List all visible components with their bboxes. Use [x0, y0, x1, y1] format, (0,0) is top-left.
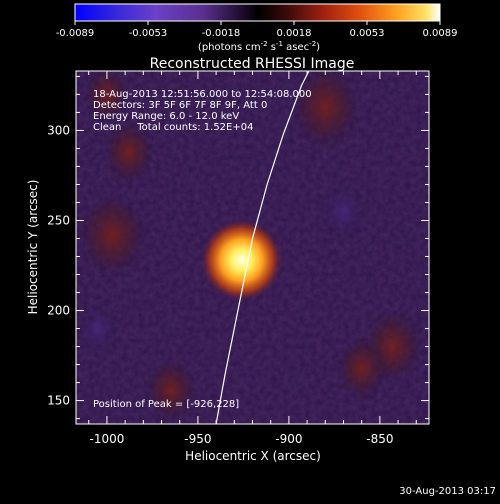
- chart-title: Reconstructed RHESSI Image: [150, 56, 355, 72]
- warm-region: [336, 336, 388, 401]
- x-tick-label: -950: [184, 432, 211, 446]
- image-sources: [76, 71, 423, 422]
- colorbar-ticks: -0.0089 -0.0053 -0.0018 0.0018 0.0053 0.0089: [56, 21, 458, 39]
- colorbar: [74, 3, 441, 22]
- cool-region: [76, 300, 121, 358]
- colorbar-tick-label: 0.0018: [277, 28, 312, 39]
- colorbar-units: (photons cm-2 s-1 asec-2): [198, 40, 320, 53]
- colorbar-tick-label: -0.0053: [129, 28, 168, 39]
- warm-region: [77, 191, 147, 279]
- y-axis-title: Heliocentric Y (arcsec): [26, 180, 40, 315]
- cool-region: [317, 179, 369, 244]
- colorbar-tick-label: 0.0053: [350, 28, 385, 39]
- annotation-counts: Clean Total counts: 1.52E+04: [93, 122, 253, 133]
- y-tick-label: 300: [47, 123, 70, 137]
- x-tick-label: -850: [366, 432, 393, 446]
- solar-limb-curve: [215, 71, 310, 424]
- warm-region: [84, 71, 130, 123]
- x-axis-title: Heliocentric X (arcsec): [185, 449, 321, 463]
- annotation-detectors: Detectors: 3F 5F 6F 7F 8F 9F, Att 0: [93, 100, 267, 111]
- colorbar-tick-label: 0.0089: [423, 28, 458, 39]
- x-tick-label: -1000: [89, 432, 124, 446]
- peak-position-label: Position of Peak = [-926,228]: [93, 399, 239, 410]
- warm-region: [290, 71, 360, 151]
- colorbar-tick-label: -0.0018: [202, 28, 241, 39]
- x-tick-label: -900: [275, 432, 302, 446]
- warm-region: [145, 357, 197, 422]
- info-annotations: 18-Aug-2013 12:51:56.000 to 12:54:08.000…: [93, 89, 312, 133]
- axis-tick-labels: -1000 -950 -900 -850 150 200 250 300: [47, 123, 393, 446]
- warm-region: [103, 120, 155, 184]
- y-tick-label: 200: [47, 304, 70, 318]
- colorbar-tick-label: -0.0089: [56, 28, 95, 39]
- axis-ticks: [76, 71, 429, 424]
- peak-source: [199, 218, 284, 303]
- footer-timestamp: 30-Aug-2013 03:17: [399, 486, 496, 497]
- y-tick-label: 150: [47, 394, 70, 408]
- y-tick-label: 250: [47, 213, 70, 227]
- annotation-time: 18-Aug-2013 12:51:56.000 to 12:54:08.000: [93, 89, 312, 100]
- annotation-energy: Energy Range: 6.0 - 12.0 keV: [93, 111, 239, 122]
